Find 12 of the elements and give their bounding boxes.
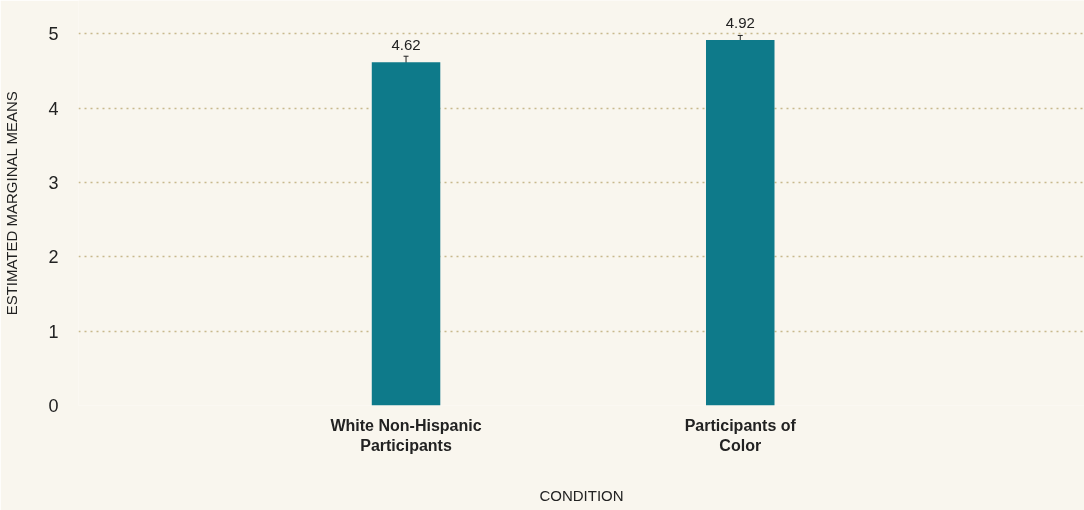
- y-tick-label: 2: [48, 247, 59, 268]
- y-tick-label: 3: [48, 173, 59, 194]
- y-tick-label: 0: [48, 396, 59, 416]
- y-tick-label: 1: [48, 321, 59, 342]
- data-label: 4.62: [391, 36, 421, 54]
- x-axis-title: CONDITION: [539, 486, 624, 504]
- y-tick-label: 5: [48, 24, 59, 45]
- x-tick-label: White Non-Hispanic Participants: [330, 416, 482, 454]
- x-tick-label: Participants of Color: [684, 416, 797, 454]
- data-label: 4.92: [725, 13, 755, 31]
- y-tick-label: 4: [48, 98, 59, 119]
- y-axis-title: ESTIMATED MARGINAL MEANS: [3, 91, 21, 316]
